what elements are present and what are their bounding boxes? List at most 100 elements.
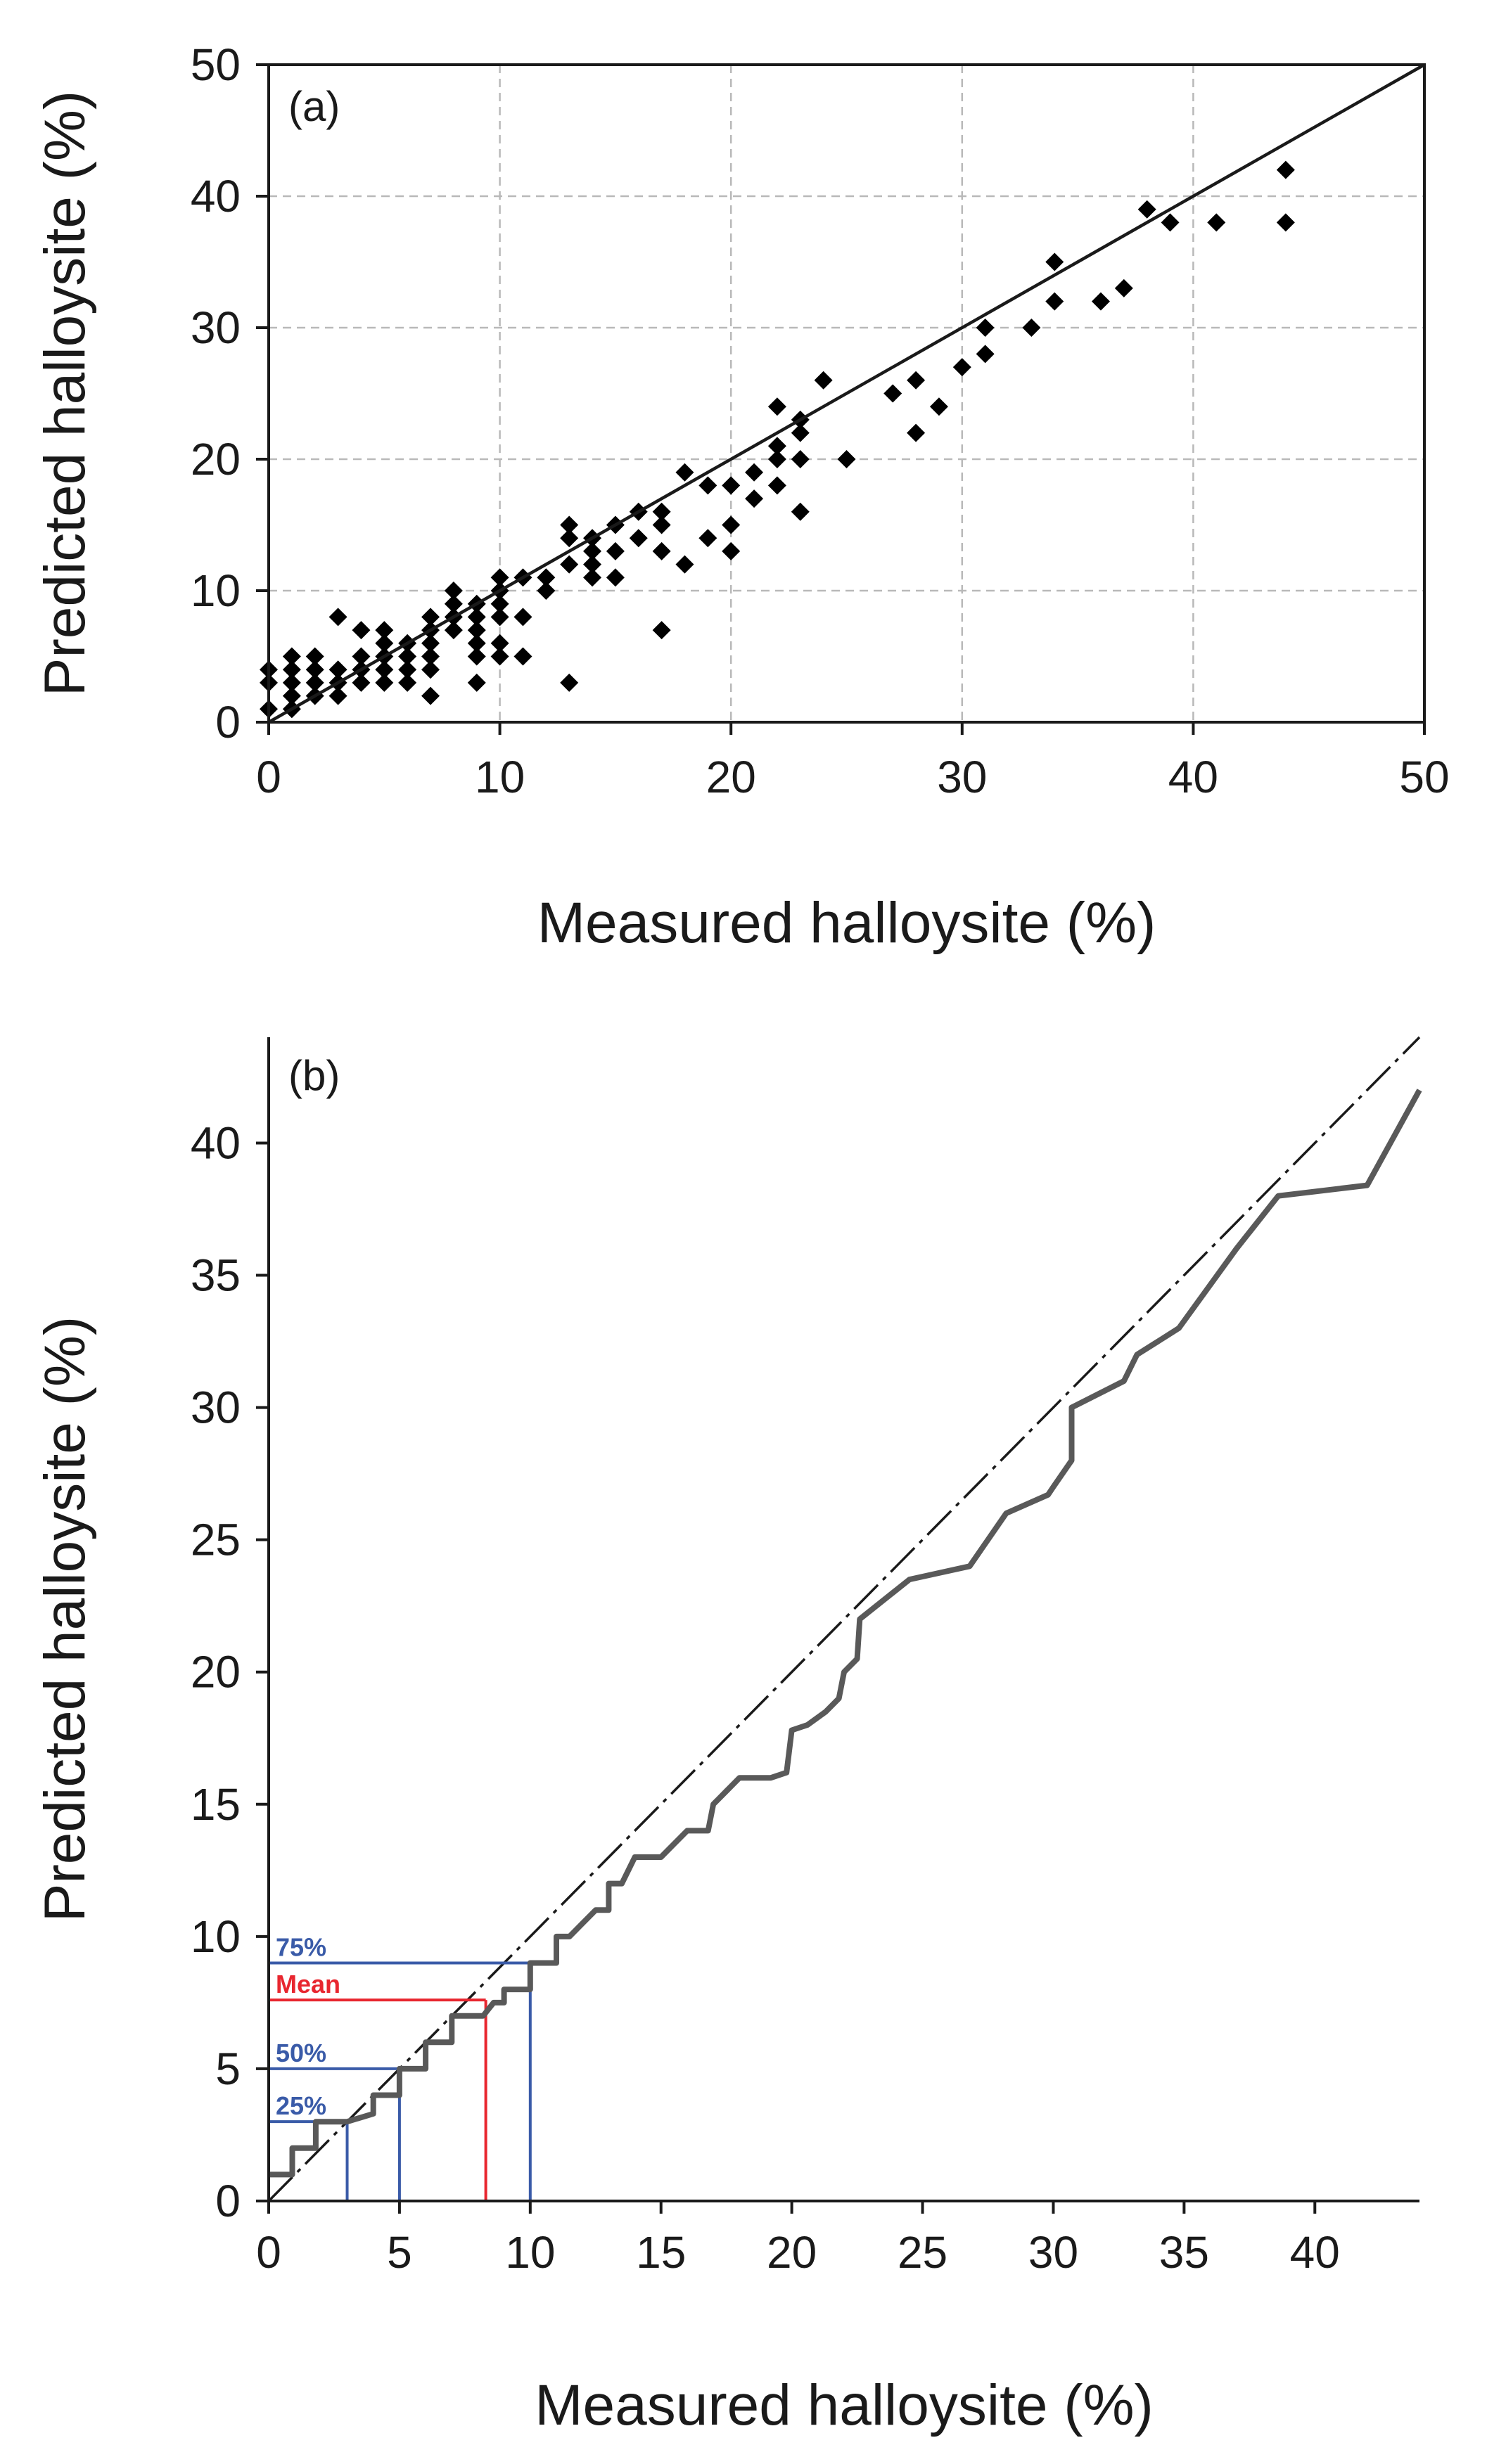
scatter-point bbox=[490, 647, 509, 666]
scatter-point bbox=[745, 463, 764, 482]
scatter-point bbox=[1276, 213, 1295, 232]
scatter-point bbox=[606, 568, 625, 587]
scatter-point bbox=[328, 608, 347, 627]
panel-a-x-tick-label: 20 bbox=[706, 752, 756, 802]
panel-a-y-tick-label: 10 bbox=[191, 565, 241, 616]
scatter-point bbox=[767, 450, 786, 468]
scatter-point bbox=[560, 673, 579, 692]
panel-a-x-tick-label: 10 bbox=[475, 752, 525, 802]
panel-a-y-tick-label: 50 bbox=[191, 39, 241, 90]
panel-b-y-tick-label: 10 bbox=[191, 1911, 241, 1962]
panel-b-series-line bbox=[269, 1089, 1422, 2178]
scatter-point bbox=[767, 476, 786, 495]
panel-b-quantile-plot: 0 5 10 15 20 25 30 35 40 0 5 10 15 20 25 30 35 40 75% Mean… bbox=[33, 1036, 1422, 2437]
scatter-point bbox=[1045, 292, 1064, 311]
scatter-point bbox=[282, 647, 301, 666]
panel-a-scatter: 0 10 20 30 40 50 0 10 20 30 40 50 (a) Measured hall… bbox=[33, 39, 1450, 955]
scatter-point bbox=[467, 608, 486, 627]
scatter-point bbox=[698, 529, 717, 548]
scatter-point bbox=[722, 476, 741, 495]
scatter-point bbox=[305, 673, 324, 692]
quantile-label: 75% bbox=[276, 1932, 326, 1961]
scatter-point bbox=[1091, 292, 1110, 311]
scatter-point bbox=[537, 582, 556, 600]
scatter-point bbox=[560, 529, 579, 548]
panel-a-x-tick-label: 40 bbox=[1168, 752, 1218, 802]
scatter-point bbox=[398, 660, 417, 679]
scatter-point bbox=[398, 647, 417, 666]
scatter-point bbox=[1114, 278, 1133, 297]
panel-a-frame bbox=[267, 63, 1426, 724]
scatter-point bbox=[675, 555, 694, 574]
scatter-point bbox=[814, 371, 833, 390]
scatter-point bbox=[467, 647, 486, 666]
panel-a-y-tick-label: 20 bbox=[191, 434, 241, 485]
scatter-point bbox=[305, 647, 324, 666]
panel-b-x-tick-label: 20 bbox=[767, 2227, 817, 2278]
panel-b-x-tick-label: 30 bbox=[1028, 2227, 1078, 2278]
scatter-point bbox=[791, 450, 810, 468]
scatter-point bbox=[328, 686, 347, 705]
panel-b-ticks: 0 5 10 15 20 25 30 35 40 0 5 10 15 20 25 30 35 40 bbox=[191, 1117, 1340, 2278]
panel-b-y-axis-title: Predicted halloysite (%) bbox=[33, 1316, 97, 1922]
quantile-label: 50% bbox=[276, 2039, 326, 2067]
scatter-point bbox=[722, 541, 741, 560]
scatter-point bbox=[1276, 160, 1295, 179]
scatter-point bbox=[490, 608, 509, 627]
scatter-point bbox=[791, 423, 810, 442]
panel-b-x-tick-label: 25 bbox=[898, 2227, 947, 2278]
panel-b-y-tick-label: 30 bbox=[191, 1382, 241, 1433]
scatter-point bbox=[791, 502, 810, 521]
scatter-point bbox=[560, 515, 579, 534]
scatter-point bbox=[490, 634, 509, 653]
panel-a-label: (a) bbox=[288, 83, 340, 130]
scatter-point bbox=[767, 437, 786, 456]
scatter-point bbox=[444, 594, 463, 613]
panel-b-y-tick-label: 20 bbox=[191, 1647, 241, 1698]
scatter-point bbox=[467, 621, 486, 640]
scatter-point bbox=[398, 673, 417, 692]
scatter-point bbox=[375, 660, 394, 679]
panel-a-y-axis-title: Predicted halloysite (%) bbox=[33, 91, 97, 696]
scatter-point bbox=[421, 608, 440, 627]
scatter-point bbox=[907, 371, 926, 390]
quantile-label: 25% bbox=[276, 2091, 326, 2120]
panel-b-x-tick-label: 40 bbox=[1290, 2227, 1340, 2278]
panel-a-x-tick-label: 50 bbox=[1399, 752, 1449, 802]
panel-a-points bbox=[260, 160, 1295, 719]
panel-b-x-tick-label: 5 bbox=[387, 2227, 412, 2278]
scatter-point bbox=[490, 568, 509, 587]
panel-a-one-to-one-line bbox=[267, 63, 1426, 724]
panel-b-x-tick-label: 0 bbox=[256, 2227, 281, 2278]
panel-b-y-tick-label: 40 bbox=[191, 1117, 241, 1168]
scatter-point bbox=[375, 621, 394, 640]
scatter-point bbox=[652, 515, 671, 534]
panel-b-y-tick-label: 25 bbox=[191, 1515, 241, 1565]
scatter-point bbox=[421, 660, 440, 679]
scatter-point bbox=[375, 673, 394, 692]
scatter-point bbox=[1137, 200, 1156, 219]
scatter-point bbox=[444, 582, 463, 600]
scatter-point bbox=[976, 345, 995, 364]
scatter-point bbox=[282, 660, 301, 679]
scatter-point bbox=[606, 541, 625, 560]
scatter-point bbox=[282, 673, 301, 692]
scatter-point bbox=[976, 319, 995, 337]
panel-a-x-axis-title: Measured halloysite (%) bbox=[537, 891, 1156, 955]
scatter-point bbox=[352, 621, 371, 640]
scatter-point bbox=[767, 397, 786, 416]
scatter-point bbox=[652, 621, 671, 640]
scatter-point bbox=[745, 489, 764, 508]
scatter-point bbox=[1207, 213, 1226, 232]
scatter-point bbox=[560, 555, 579, 574]
scatter-point bbox=[907, 423, 926, 442]
scatter-point bbox=[698, 476, 717, 495]
scatter-point bbox=[883, 384, 902, 403]
panel-b-y-tick-label: 5 bbox=[215, 2043, 241, 2094]
scatter-point bbox=[652, 502, 671, 521]
scatter-point bbox=[652, 541, 671, 560]
scatter-point bbox=[929, 397, 948, 416]
scatter-point bbox=[282, 686, 301, 705]
scatter-point bbox=[444, 621, 463, 640]
